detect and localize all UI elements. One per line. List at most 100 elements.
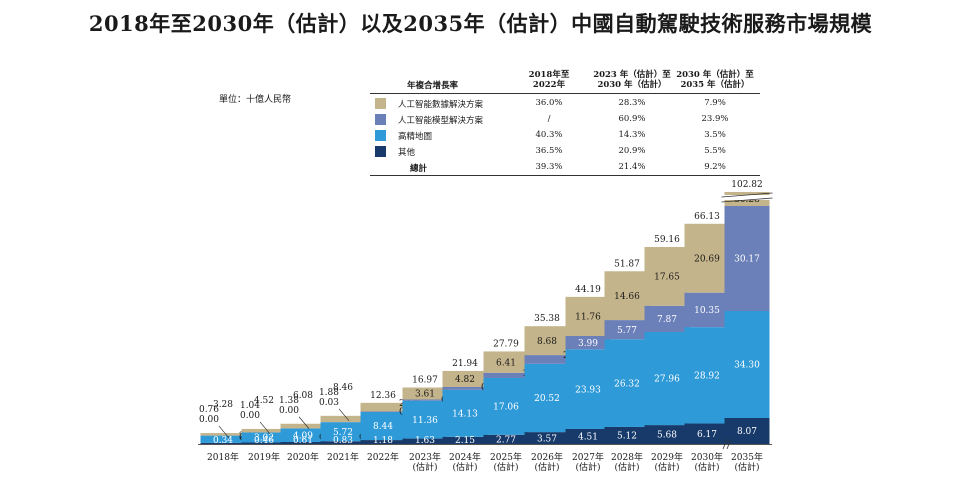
x-tick-label: (估計) [734, 461, 759, 473]
bar-value-label: 0.00 [279, 406, 299, 416]
bar-segment [320, 441, 366, 444]
bar-total-label: 12.36 [370, 391, 396, 401]
bar-value-label: 20.52 [534, 394, 560, 404]
bar-total-label: 6.08 [293, 391, 313, 401]
x-tick-label: (估計) [694, 461, 719, 473]
bar-segment [684, 327, 730, 424]
leader-line [298, 416, 310, 429]
bar-value-label: 28.92 [694, 372, 720, 382]
bar-segment [402, 387, 448, 400]
cagr-value: 40.3% [535, 130, 563, 140]
cagr-value: 60.9% [618, 114, 646, 124]
x-tick-label: 2030年 [691, 451, 723, 463]
cagr-value: 36.0% [535, 98, 563, 108]
bar-total-label: 66.13 [694, 212, 720, 222]
bar-segment [644, 246, 690, 306]
bar-value-label: 1.63 [415, 436, 435, 446]
leader-line [218, 425, 230, 439]
bar-total-label: 35.38 [534, 314, 560, 324]
bar-value-label: 26.32 [614, 379, 640, 389]
bar-value-label: 5.12 [617, 432, 637, 442]
bar-value-label: 20.69 [694, 254, 720, 264]
bar-segment [724, 311, 770, 418]
bar-segment [604, 426, 650, 444]
table-top-rule [370, 93, 760, 94]
bar-value-label: 8.07 [737, 427, 757, 437]
bar-value-label: 2.15 [455, 436, 475, 446]
bar-total-label: 4.52 [254, 396, 274, 406]
leader-line [259, 421, 271, 435]
x-tick-label: 2029年 [651, 451, 683, 463]
bar-segment [565, 428, 611, 444]
x-tick-label: (估計) [575, 461, 600, 473]
legend-swatch [375, 114, 386, 125]
bar-total-label: 16.97 [412, 375, 438, 385]
bar-total-label: 102.82 [731, 180, 763, 190]
bar-value-label: 14.66 [614, 292, 640, 302]
table-bottom-rule [370, 175, 760, 176]
bar-segment [524, 363, 570, 433]
bar-segment [684, 423, 730, 444]
bar-segment [320, 422, 366, 442]
bar-segment [644, 305, 690, 332]
bar-value-label: 0.61 [293, 436, 313, 446]
cagr-value: 20.9% [618, 146, 646, 156]
x-tick-label: 2020年 [287, 451, 319, 463]
x-tick-label: 2021年 [327, 451, 359, 463]
chart-title: 2018年至2030年（估計）以及2035年（估計）中國自動駕駛技術服務市場規模 [88, 11, 873, 36]
cagr-header-label: 年複合增長率 [406, 81, 458, 91]
legend-swatch [375, 98, 386, 109]
legend-label: 人工智能數據解決方案 [398, 100, 484, 110]
x-tick-label: (估計) [493, 461, 518, 473]
bar-segment [565, 336, 611, 350]
cagr-value: / [547, 114, 551, 124]
bar-value-label: 23.93 [575, 385, 601, 395]
cagr-value: 7.9% [704, 98, 726, 108]
cagr-period-header-line: 2018年至 [528, 70, 570, 80]
bar-segment [241, 428, 287, 433]
bar-segment [644, 425, 690, 444]
bar-value-label: 14.13 [452, 410, 478, 420]
x-tick-label: 2028年 [611, 451, 643, 463]
x-tick-label: (估計) [654, 461, 679, 473]
legend-swatch [375, 146, 386, 157]
bar-segment [280, 423, 326, 429]
cagr-period-header: 2023 年（估計）至 2030 年（估計） [582, 70, 682, 90]
bar-value-label: 1.18 [373, 436, 393, 446]
x-tick-label: (估計) [534, 461, 559, 473]
bar-total-label: 27.79 [493, 339, 519, 349]
legend-label: 其他 [398, 148, 416, 158]
cagr-table: 年複合增長率 2018年至 2022年 2023 年（估計）至 2030 年（估計） 20… [0, 0, 961, 200]
x-tick-label: 2026年 [531, 451, 563, 463]
legend-label: 高精地圖 [398, 132, 433, 142]
leader-line [338, 408, 350, 422]
bar-value-label: 11.76 [575, 313, 601, 323]
bar-segment [360, 440, 406, 444]
bar-value-label: 27.96 [654, 375, 680, 385]
bar-value-label: 1.88 [319, 388, 339, 398]
cagr-period-header: 2018年至 2022年 [499, 70, 599, 90]
bar-segment [565, 296, 611, 337]
bar-value-label: 1.38 [279, 396, 299, 406]
bar-segment [241, 432, 287, 443]
cagr-period-header: 2030 年（估計）至 2035 年（估計） [665, 70, 765, 90]
bar-value-label: 1.04 [240, 401, 260, 411]
x-tick-label: 2035年 [731, 451, 763, 463]
axis-break-mark [721, 192, 773, 198]
x-tick-label: (估計) [614, 461, 639, 473]
bar-segment [442, 389, 488, 437]
bar-segment [402, 399, 448, 401]
cagr-value: 14.3% [618, 130, 646, 140]
axis-break-mark [722, 438, 728, 450]
cagr-period-header-line: 2030 年（估計）至 [676, 70, 754, 80]
bar-value-label: 8.44 [373, 422, 393, 432]
bar-segment [241, 442, 287, 444]
bar-total-label: 21.94 [452, 359, 478, 369]
bar-segment [442, 386, 488, 390]
x-tick-label: 2027年 [572, 451, 604, 463]
bar-value-label: 2.77 [496, 436, 516, 446]
bar-segment [320, 415, 366, 423]
cagr-total-value: 39.3% [535, 162, 563, 172]
bar-value-label: 0.00 [199, 415, 219, 425]
